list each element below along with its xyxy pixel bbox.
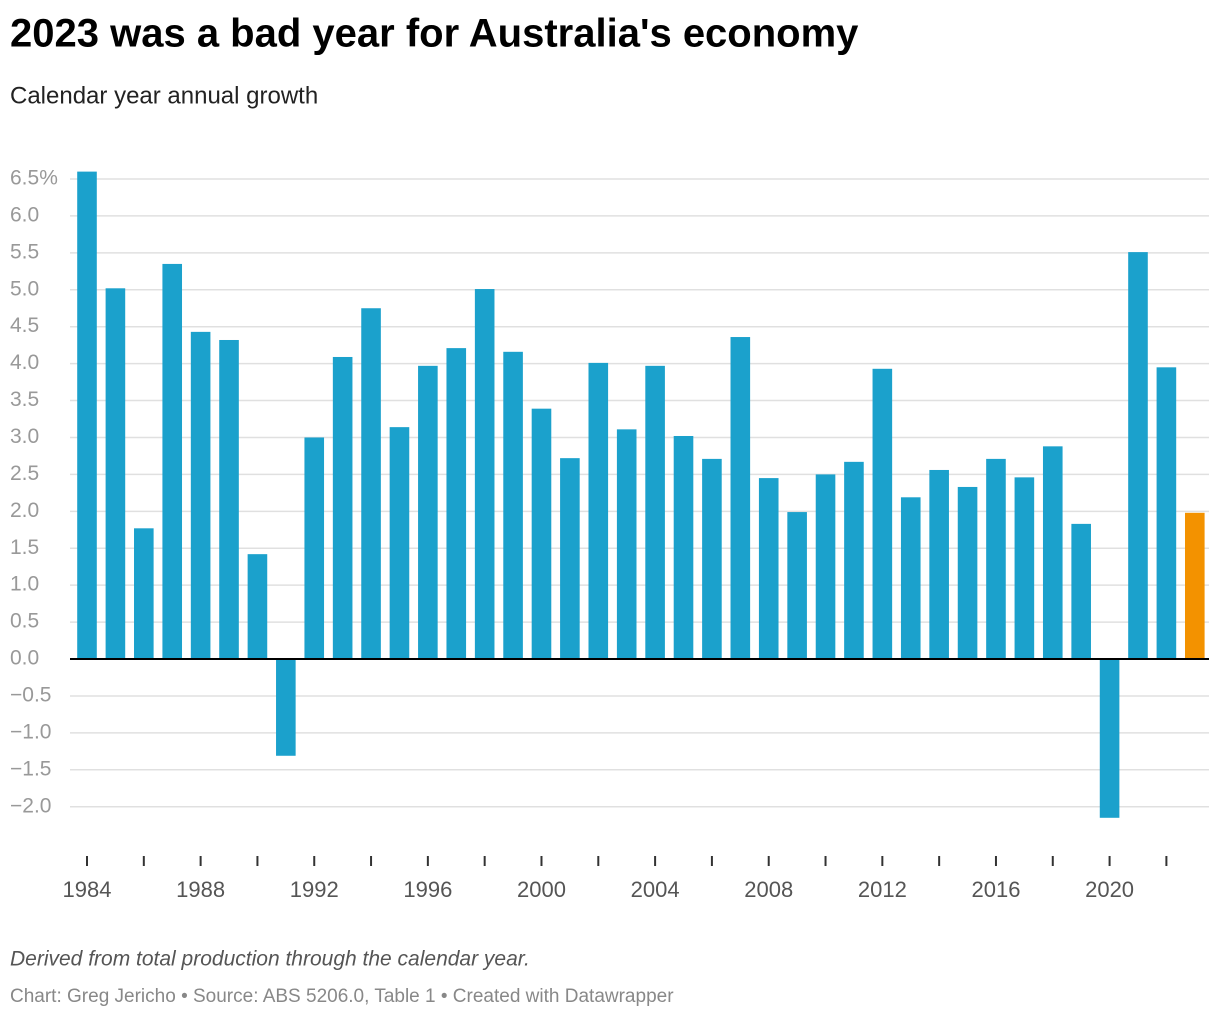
y-tick-label: 4.5	[10, 314, 39, 337]
bar	[616, 429, 637, 660]
bar	[588, 362, 609, 660]
chart-title: 2023 was a bad year for Australia's econ…	[10, 12, 859, 56]
bar	[815, 474, 836, 660]
bar	[1071, 523, 1091, 660]
chart-note: Derived from total production through th…	[10, 948, 530, 971]
bar	[673, 435, 694, 660]
chart-subtitle: Calendar year annual growth	[10, 82, 318, 109]
bar	[503, 351, 523, 660]
y-tick-label: 3.5	[10, 388, 39, 411]
y-tick-label: 4.0	[10, 351, 39, 374]
y-tick-label: 2.0	[10, 499, 39, 522]
bar	[872, 368, 893, 660]
x-tick-label: 1988	[176, 877, 225, 902]
x-tick-label: 2004	[631, 877, 680, 902]
bar	[645, 365, 665, 660]
bar	[105, 288, 126, 660]
bar	[332, 356, 353, 660]
y-tick-label: 0.5	[10, 610, 39, 633]
x-tick-label: 1992	[290, 877, 339, 902]
y-tick-label: 1.5	[10, 536, 39, 559]
y-tick-label: 3.0	[10, 425, 39, 448]
bar	[389, 427, 410, 660]
y-tick-label: 6.0	[10, 203, 39, 226]
y-tick-label: 5.5	[10, 240, 39, 263]
bar	[418, 365, 438, 660]
bar	[1042, 446, 1063, 660]
bar	[162, 263, 183, 660]
bar	[361, 308, 381, 660]
bar	[190, 331, 211, 660]
y-tick-label: 0.0	[10, 647, 39, 670]
x-tick-label: 1984	[63, 877, 112, 902]
bar	[77, 171, 97, 660]
x-tick-label: 2000	[517, 877, 566, 902]
y-tick-label: 6.5%	[10, 167, 58, 190]
bar	[1156, 367, 1177, 660]
bar	[446, 348, 467, 660]
bar	[219, 339, 239, 660]
chart-source: Chart: Greg Jericho • Source: ABS 5206.0…	[10, 986, 674, 1007]
y-tick-label: 1.0	[10, 573, 39, 596]
x-tick-label: 2008	[744, 877, 793, 902]
x-tick-label: 2012	[858, 877, 907, 902]
bar	[929, 469, 949, 660]
y-tick-label: −2.0	[10, 794, 51, 817]
bar	[758, 478, 779, 660]
bar	[474, 289, 495, 660]
y-tick-label: 2.5	[10, 462, 39, 485]
bar	[1099, 659, 1120, 818]
bar	[730, 337, 751, 660]
y-tick-label: −0.5	[10, 683, 51, 706]
bar	[844, 461, 864, 660]
bar	[304, 437, 325, 660]
bar	[531, 408, 552, 660]
bar	[276, 659, 296, 756]
bar	[1184, 512, 1205, 660]
bar	[134, 528, 154, 660]
x-tick-label: 2016	[971, 877, 1020, 902]
bar	[560, 458, 580, 660]
bar	[1014, 477, 1035, 660]
bar	[1128, 252, 1148, 660]
bar	[986, 458, 1006, 660]
y-tick-label: −1.5	[10, 757, 51, 780]
bar	[957, 486, 978, 660]
bar	[900, 497, 921, 660]
bar	[787, 512, 807, 660]
bar	[702, 458, 722, 660]
x-tick-label: 1996	[403, 877, 452, 902]
x-tick-label: 2020	[1085, 877, 1134, 902]
y-tick-label: −1.0	[10, 720, 51, 743]
y-tick-label: 5.0	[10, 277, 39, 300]
bar	[247, 554, 268, 660]
